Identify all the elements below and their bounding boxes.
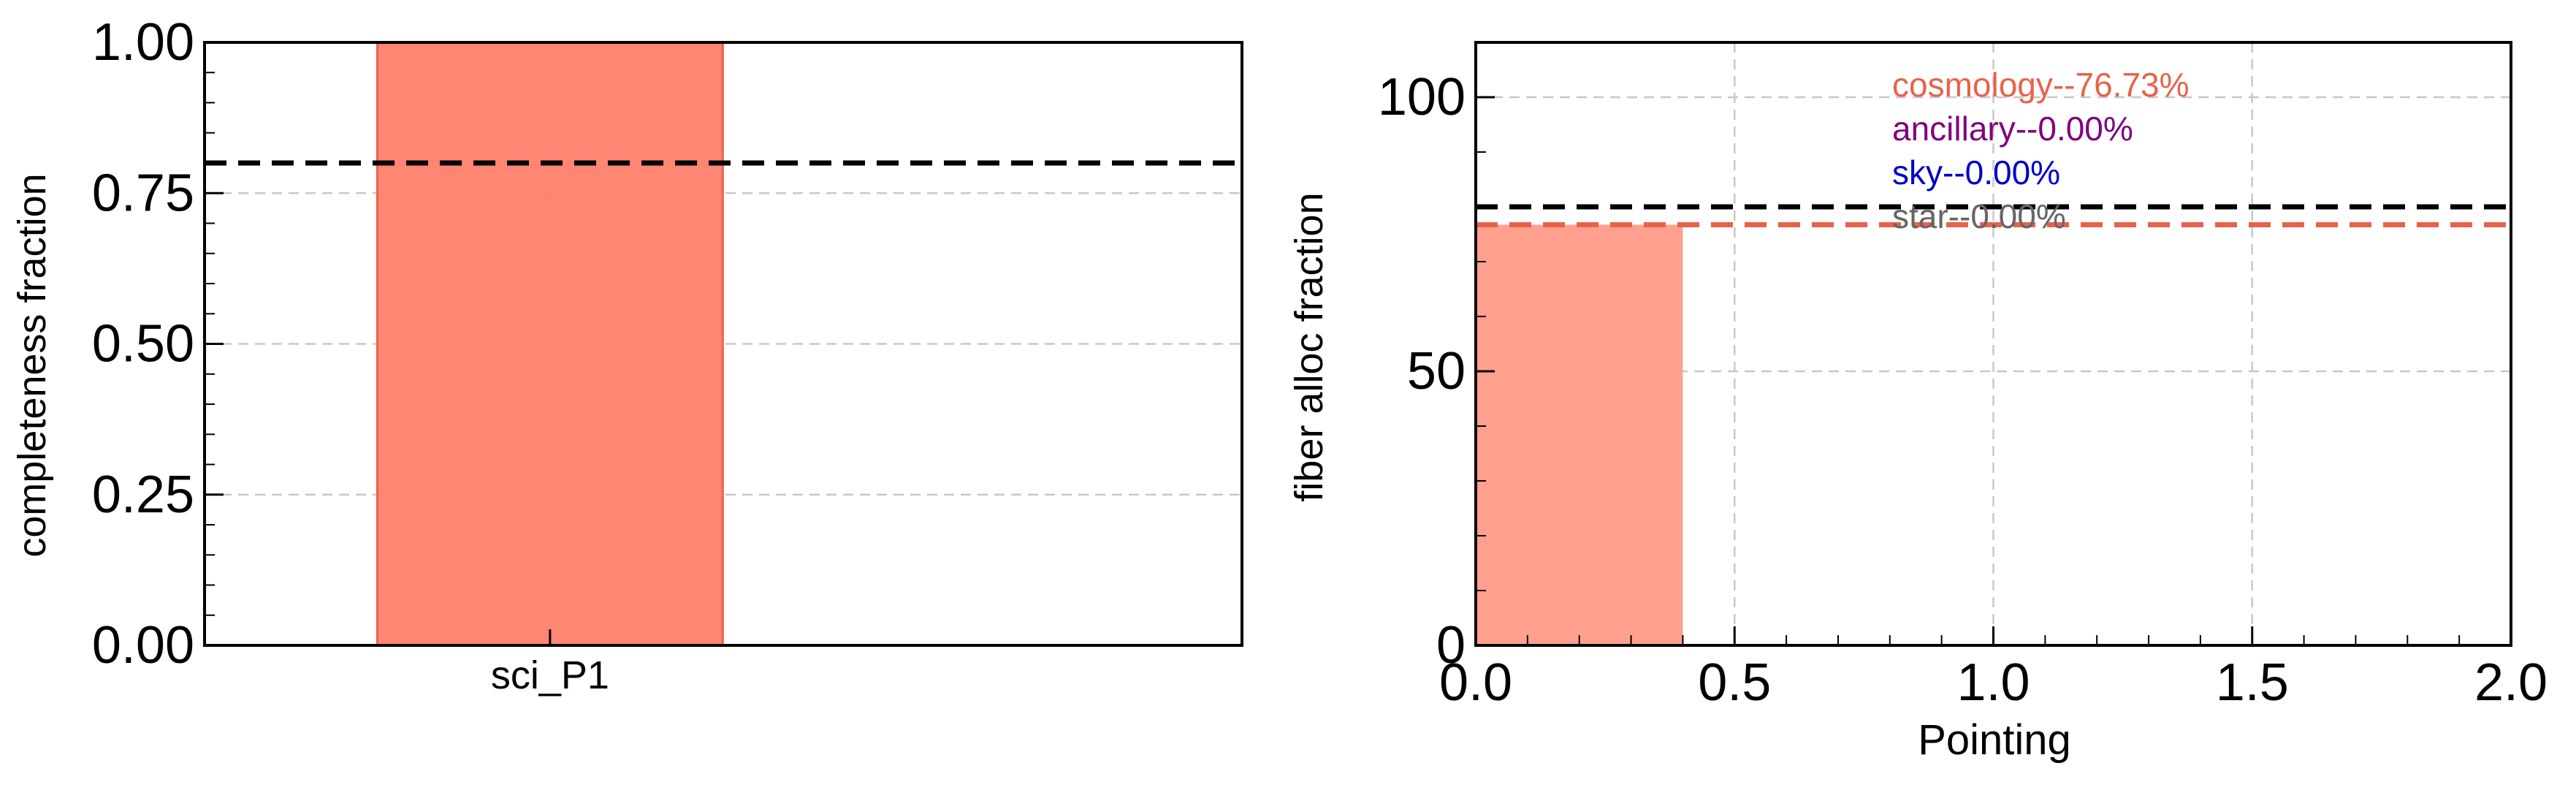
completeness-y-tick-label: 0.25 bbox=[92, 466, 194, 524]
completeness-bar bbox=[376, 41, 724, 647]
completeness-y-tick-label: 0.75 bbox=[92, 164, 194, 222]
fiber-alloc-x-tick-label: 1.5 bbox=[2216, 653, 2289, 712]
completeness-x-tick-labels: sci_P1 bbox=[491, 653, 609, 697]
completeness-x-tick-label: sci_P1 bbox=[491, 653, 609, 697]
completeness-y-axis-label: completeness fraction bbox=[10, 173, 54, 557]
fiber-alloc-bars bbox=[1476, 224, 1683, 645]
fiber-alloc-y-tick-labels: 0 50 100 bbox=[1378, 68, 1466, 675]
fiber-alloc-annotation: cosmology--76.73% bbox=[1892, 66, 2190, 104]
fiber-alloc-x-tick-label: 1.0 bbox=[1956, 653, 2030, 712]
fiber-alloc-annotation: ancillary--0.00% bbox=[1892, 110, 2133, 148]
completeness-y-tick-label: 0.50 bbox=[92, 315, 194, 373]
completeness-y-tick-label: 1.00 bbox=[92, 13, 194, 72]
fiber-alloc-annotations: cosmology--76.73% ancillary--0.00% sky--0.… bbox=[1892, 66, 2190, 235]
fiber-alloc-annotation: sky--0.00% bbox=[1892, 153, 2060, 191]
fiber-alloc-x-tick-label: 0.5 bbox=[1698, 653, 1771, 712]
fiber-alloc-bar bbox=[1476, 224, 1683, 645]
fiber-alloc-plot-frame bbox=[1474, 41, 2512, 647]
completeness-chart: 0.00 0.25 0.50 0.75 1.00 sci_P1 completeness… bbox=[10, 13, 1243, 697]
fiber-alloc-y-tick-label: 0 bbox=[1436, 616, 1466, 675]
fiber-alloc-y-tick-label: 100 bbox=[1378, 68, 1466, 126]
fiber-alloc-y-axis-label: fiber alloc fraction bbox=[1287, 192, 1331, 501]
fiber-alloc-x-tick-labels: 0.0 0.5 1.0 1.5 2.0 bbox=[1439, 653, 2548, 712]
completeness-plot-frame bbox=[203, 41, 1243, 647]
fiber-alloc-chart: cosmology--76.73% ancillary--0.00% sky--0.… bbox=[1287, 41, 2548, 764]
fiber-alloc-x-axis-label: Pointing bbox=[1918, 716, 2071, 764]
completeness-y-tick-label: 0.00 bbox=[92, 616, 194, 675]
fiber-alloc-reference-lines bbox=[1476, 204, 2511, 228]
fiber-alloc-x-tick-label: 2.0 bbox=[2474, 653, 2548, 712]
fiber-alloc-x-tick-label: 0.0 bbox=[1439, 653, 1512, 712]
fiber-alloc-y-tick-label: 50 bbox=[1407, 342, 1466, 401]
completeness-y-tick-labels: 0.00 0.25 0.50 0.75 1.00 bbox=[92, 13, 194, 675]
fiber-alloc-annotation: star--0.00% bbox=[1892, 197, 2066, 235]
completeness-bars bbox=[376, 41, 724, 647]
